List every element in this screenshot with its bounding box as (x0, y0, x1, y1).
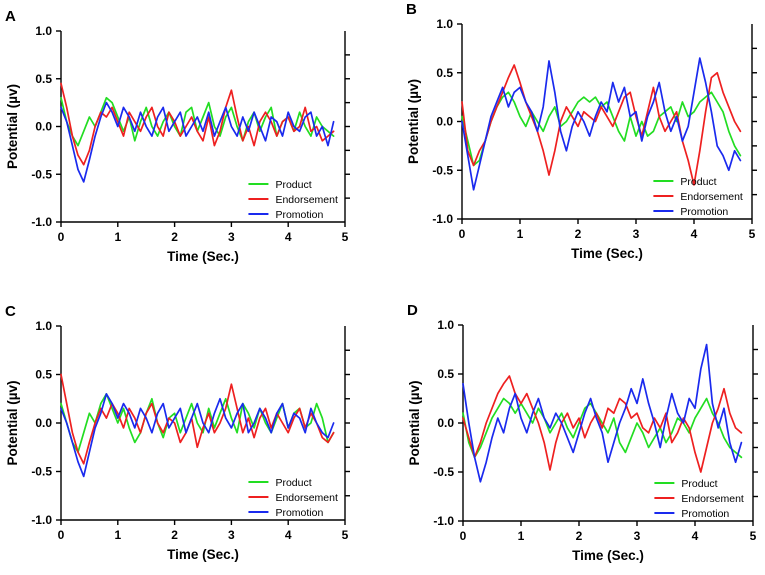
panel-B: B 1.0 0.5 0.0 -0.5 -1.0 0 1 2 3 4 5 Time (Sec.) Poten… (406, 1, 757, 261)
legend-label-product: Product (680, 176, 716, 188)
y-tick-label: -0.5 (31, 465, 52, 479)
panel-letter: D (407, 302, 418, 319)
y-axis-label: Potential (µv) (5, 84, 20, 169)
legend-label-endorsement: Endorsement (275, 194, 338, 206)
panel-letter: C (5, 303, 16, 320)
x-tick-label: 1 (114, 230, 121, 244)
y-tick-label: -0.5 (433, 465, 454, 479)
x-tick-label: 2 (171, 230, 178, 244)
legend-label-endorsement: Endorsement (681, 493, 744, 505)
panel-letter: B (406, 1, 417, 18)
x-tick-label: 2 (171, 528, 178, 542)
series-line-promotion (461, 57, 742, 191)
y-tick-label: 1.0 (35, 319, 52, 333)
x-axis-label: Time (Sec.) (167, 547, 239, 562)
legend-label-promotion: Promotion (275, 507, 323, 519)
y-tick-label: -0.5 (31, 167, 52, 181)
series-line-endorsement (60, 373, 335, 465)
y-tick-label: 1.0 (35, 24, 52, 38)
legend-label-product: Product (681, 478, 717, 490)
y-tick-label: 1.0 (437, 318, 454, 332)
x-tick-label: 3 (228, 528, 235, 542)
y-axis-label: Potential (µv) (406, 79, 421, 164)
y-tick-label: 1.0 (436, 17, 453, 31)
series-line-promotion (462, 343, 743, 483)
series-line-endorsement (461, 64, 742, 186)
series-line-product (462, 397, 743, 459)
x-tick-label: 3 (634, 529, 641, 543)
y-tick-label: 0.0 (437, 416, 454, 430)
x-tick-label: 2 (576, 529, 583, 543)
x-tick-label: 5 (750, 529, 757, 543)
y-axis-label: Potential (µv) (5, 380, 20, 465)
x-tick-label: 5 (749, 227, 756, 241)
legend-label-product: Product (275, 477, 311, 489)
y-tick-label: -0.5 (432, 163, 453, 177)
x-tick-label: 0 (58, 230, 65, 244)
x-axis-label: Time (Sec.) (571, 246, 643, 261)
series-line-promotion (60, 393, 335, 478)
y-tick-label: 0.5 (436, 66, 453, 80)
legend-label-endorsement: Endorsement (680, 191, 743, 203)
x-tick-label: 5 (342, 230, 349, 244)
x-tick-label: 0 (460, 529, 467, 543)
panel-D: D 1.0 0.5 0.0 -0.5 -1.0 0 1 2 3 4 5 Time (Sec.) Poten… (407, 302, 758, 563)
legend-label-promotion: Promotion (681, 508, 729, 520)
x-tick-label: 3 (228, 230, 235, 244)
series-line-endorsement (462, 375, 743, 473)
legend-label-promotion: Promotion (275, 209, 323, 221)
y-tick-label: 0.0 (436, 115, 453, 129)
y-tick-label: -1.0 (432, 212, 453, 226)
y-tick-label: -1.0 (31, 215, 52, 229)
x-tick-label: 5 (342, 528, 349, 542)
y-tick-label: 0.0 (35, 416, 52, 430)
x-tick-label: 4 (691, 227, 698, 241)
panel-A: A 1.0 0.5 0.0 -0.5 -1.0 0 1 2 3 4 5 Time (Sec.) Poten… (5, 8, 350, 264)
legend-label-endorsement: Endorsement (275, 492, 338, 504)
x-tick-label: 1 (114, 528, 121, 542)
y-tick-label: 0.5 (437, 367, 454, 381)
x-axis-label: Time (Sec.) (572, 548, 644, 563)
panel-letter: A (5, 8, 16, 25)
series-line-promotion (60, 101, 335, 183)
x-axis-label: Time (Sec.) (167, 249, 239, 264)
y-tick-label: 0.5 (35, 72, 52, 86)
x-tick-label: 1 (517, 227, 524, 241)
x-tick-label: 0 (459, 227, 466, 241)
y-tick-label: -1.0 (433, 514, 454, 528)
x-tick-label: 2 (575, 227, 582, 241)
series-line-endorsement (60, 82, 335, 166)
y-tick-label: -1.0 (31, 513, 52, 527)
y-tick-label: 0.0 (35, 120, 52, 134)
legend-label-product: Product (275, 179, 311, 191)
legend-label-promotion: Promotion (680, 206, 728, 218)
y-tick-label: 0.5 (35, 368, 52, 382)
panel-C: C 1.0 0.5 0.0 -0.5 -1.0 0 1 2 3 4 5 Time (Sec.) Poten… (5, 303, 350, 562)
x-tick-label: 4 (285, 230, 292, 244)
x-tick-label: 4 (285, 528, 292, 542)
x-tick-label: 0 (58, 528, 65, 542)
x-tick-label: 3 (633, 227, 640, 241)
y-axis-label: Potential (µv) (407, 380, 422, 465)
x-tick-label: 4 (692, 529, 699, 543)
x-tick-label: 1 (518, 529, 525, 543)
